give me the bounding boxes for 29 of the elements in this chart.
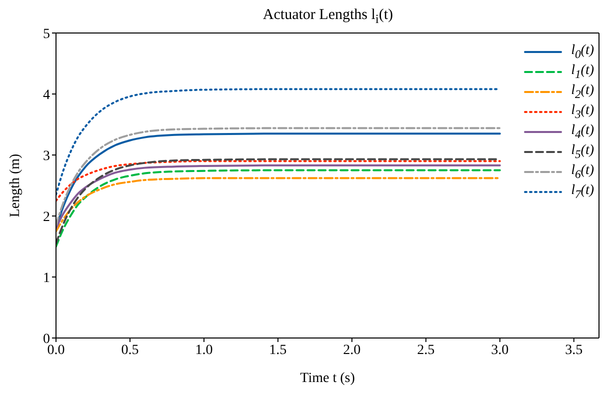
y-tick-label: 0	[43, 332, 50, 347]
x-axis-title: Time t (s)	[300, 371, 356, 386]
chart-title: Actuator Lengths l$_{i}$(t)	[262, 7, 394, 26]
legend-label: l$_{3}$(t)	[571, 103, 594, 121]
x-tick-label: 3.0	[491, 342, 509, 358]
y-tick-label: 4	[43, 88, 50, 103]
legend-label: l$_{1}$(t)	[571, 63, 594, 81]
y-tick-label: 2	[43, 210, 50, 225]
y-tick-label: 3	[43, 148, 50, 164]
y-tick-label: 5	[43, 26, 50, 42]
x-tick-label: 3.5	[565, 342, 583, 358]
x-tick-label: 0.5	[121, 342, 139, 358]
line-series	[56, 177, 501, 232]
legend-label: l$_{7}$(t)	[571, 183, 594, 201]
legend-label: l$_{6}$(t)	[571, 163, 594, 181]
x-tick-label: 1.5	[269, 342, 287, 358]
legend-label: l$_{4}$(t)	[571, 123, 594, 141]
y-axis-title: Length (m)	[8, 153, 23, 218]
legend-label: l$_{0}$(t)	[571, 43, 594, 61]
line-series	[56, 164, 501, 230]
x-tick-label: 2.0	[343, 342, 361, 358]
x-tick-label: 2.5	[417, 342, 435, 358]
x-tick-label: 1.0	[195, 342, 213, 358]
line-series	[56, 160, 501, 202]
x-tick-label: 0.0	[47, 342, 65, 358]
y-tick-label: 1	[43, 270, 50, 286]
legend-label: l$_{5}$(t)	[571, 143, 594, 161]
line-series	[56, 169, 501, 248]
legend-label: l$_{2}$(t)	[571, 83, 594, 101]
